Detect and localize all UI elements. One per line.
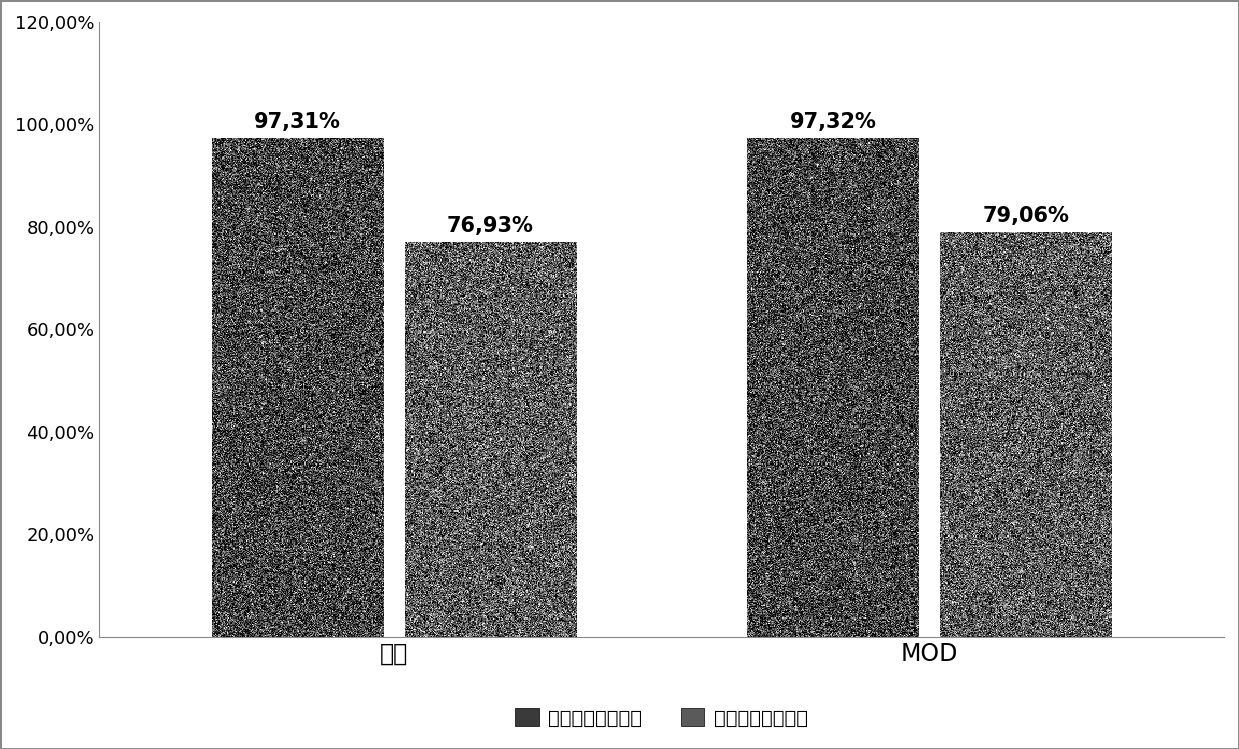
Bar — [940, 231, 1111, 637]
Bar — [747, 138, 919, 637]
Text: 76,93%: 76,93% — [447, 216, 534, 237]
Bar — [212, 139, 383, 637]
Text: 79,06%: 79,06% — [983, 205, 1069, 225]
Text: 97,32%: 97,32% — [789, 112, 876, 132]
Legend: 映射读数的百分比, 独特读数的百分比: 映射读数的百分比, 独特读数的百分比 — [506, 699, 818, 738]
Bar — [405, 243, 576, 637]
Text: 97,31%: 97,31% — [254, 112, 341, 132]
